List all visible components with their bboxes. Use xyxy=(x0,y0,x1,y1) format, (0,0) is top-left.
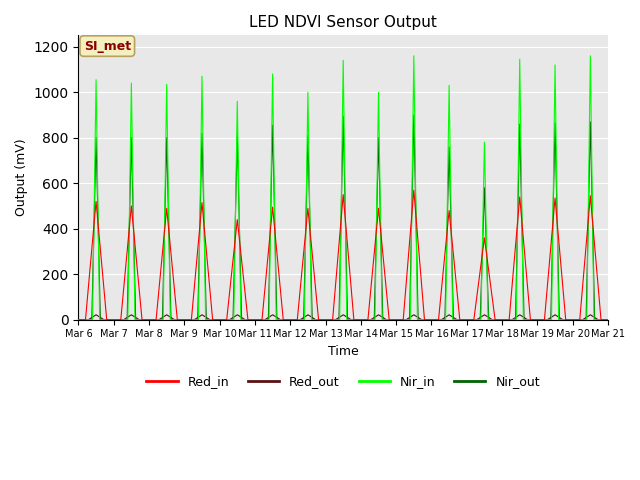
Title: LED NDVI Sensor Output: LED NDVI Sensor Output xyxy=(249,15,437,30)
Y-axis label: Output (mV): Output (mV) xyxy=(15,139,28,216)
Text: SI_met: SI_met xyxy=(84,39,131,52)
Legend: Red_in, Red_out, Nir_in, Nir_out: Red_in, Red_out, Nir_in, Nir_out xyxy=(141,370,545,393)
X-axis label: Time: Time xyxy=(328,345,358,358)
